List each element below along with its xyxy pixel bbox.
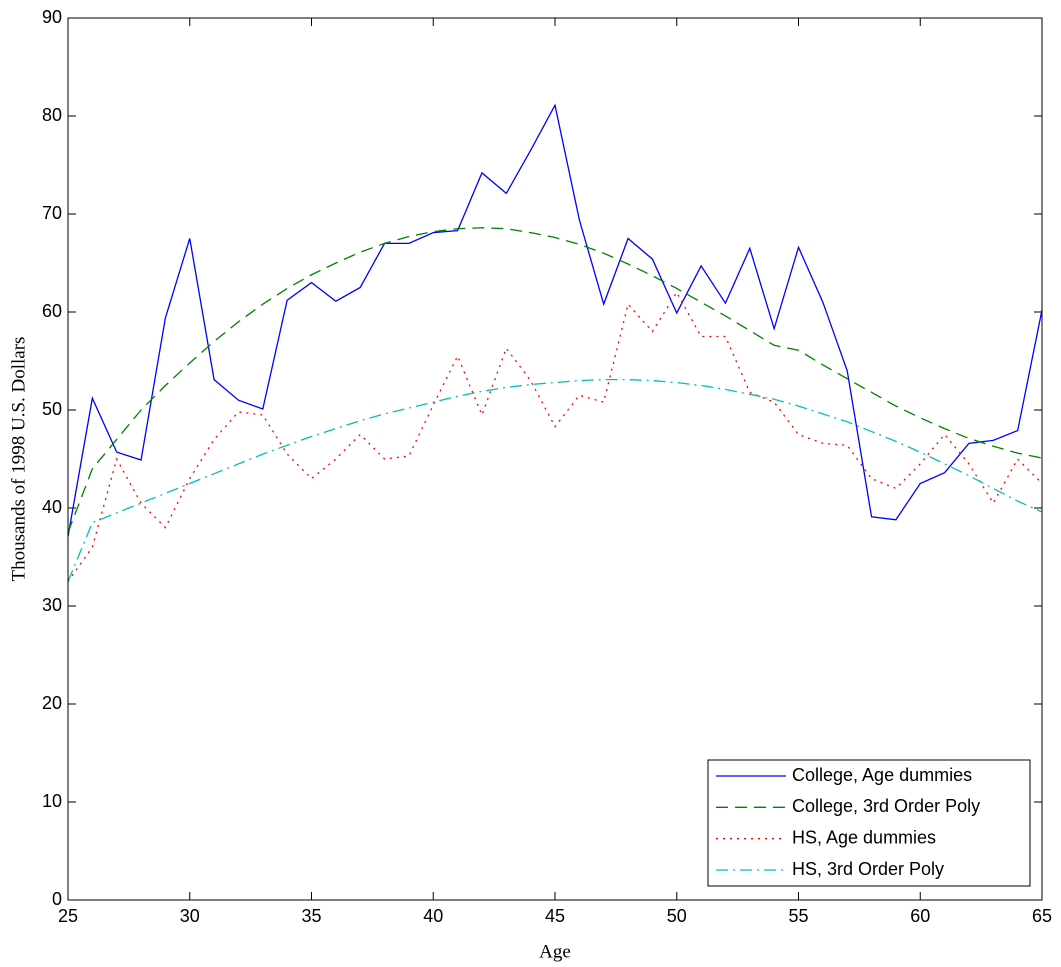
plot-frame — [67, 17, 1043, 901]
x-tick-label: 40 — [423, 906, 443, 926]
y-tick-label: 50 — [42, 399, 62, 419]
y-tick-label: 70 — [42, 203, 62, 223]
legend-label: College, Age dummies — [792, 765, 972, 785]
x-tick-label: 50 — [667, 906, 687, 926]
x-axis-label: Age — [539, 941, 571, 962]
x-tick-label: 60 — [910, 906, 930, 926]
y-tick-label: 10 — [42, 791, 62, 811]
x-tick-label: 30 — [180, 906, 200, 926]
y-tick-label: 40 — [42, 497, 62, 517]
series-line — [67, 378, 1043, 582]
legend-box — [707, 759, 1031, 887]
series-line — [67, 291, 1043, 582]
x-tick-label: 45 — [545, 906, 565, 926]
series-line — [67, 103, 1043, 537]
x-tick-label: 55 — [788, 906, 808, 926]
legend: College, Age dummies College, 3rd Order P… — [707, 759, 1031, 887]
y-tick-label: 60 — [42, 301, 62, 321]
x-tick-label: 65 — [1032, 906, 1052, 926]
x-tick-label: 35 — [301, 906, 321, 926]
y-tick-label: 90 — [42, 7, 62, 27]
x-tick-label: 25 — [58, 906, 78, 926]
y-tick-label: 80 — [42, 105, 62, 125]
legend-label: HS, 3rd Order Poly — [792, 859, 944, 879]
y-tick-label: 20 — [42, 693, 62, 713]
y-axis-label: Thousands of 1998 U.S. Dollars — [8, 337, 29, 582]
legend-label: HS, Age dummies — [792, 827, 936, 847]
y-tick-label: 30 — [42, 595, 62, 615]
legend-label: College, 3rd Order Poly — [792, 796, 980, 816]
series-line — [67, 227, 1043, 533]
y-tick-label: 0 — [52, 889, 62, 909]
